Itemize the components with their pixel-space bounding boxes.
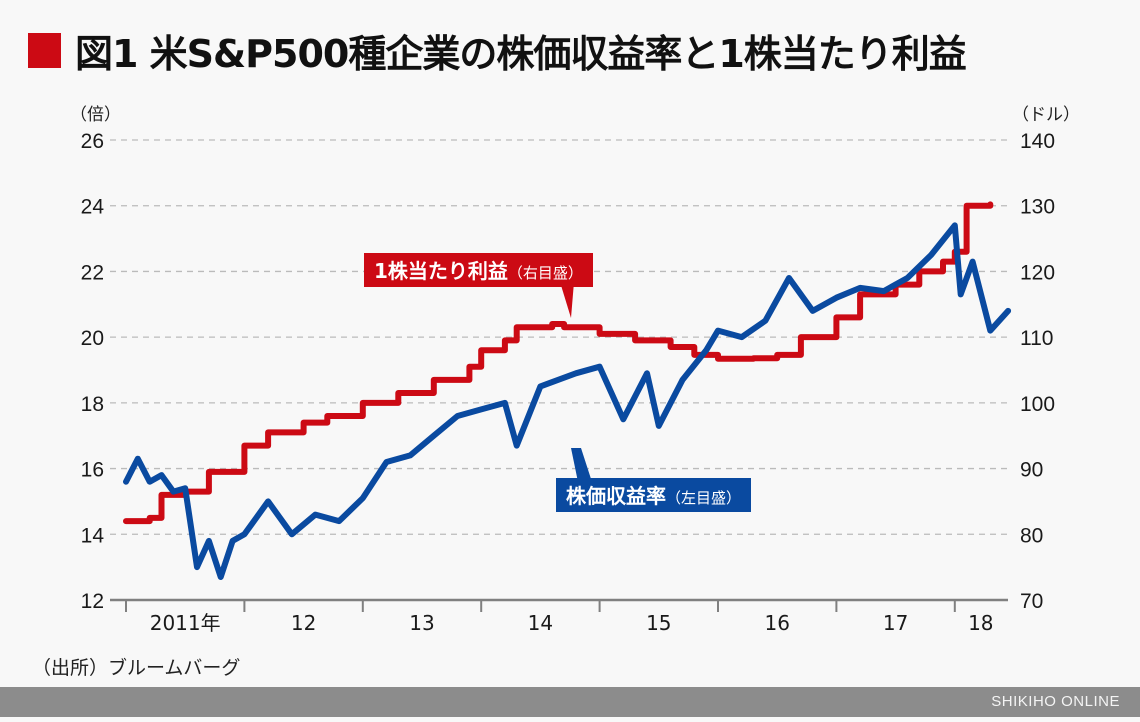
pe-legend-callout: 株価収益率（左目盛） — [556, 478, 752, 512]
left-tick-label: 18 — [81, 393, 104, 416]
x-tick-label: 13 — [409, 611, 434, 635]
pe-callout-label: 株価収益率 — [566, 484, 666, 508]
left-tick-label: 20 — [81, 327, 104, 350]
eps-legend-callout: 1株当たり利益（右目盛） — [364, 253, 593, 287]
right-tick-label: 140 — [1020, 130, 1055, 153]
right-tick-label: 90 — [1020, 459, 1043, 482]
x-tick-label: 2011年 — [150, 611, 221, 635]
x-tick-label: 17 — [883, 611, 908, 635]
title-marker-icon — [28, 32, 61, 68]
left-tick-label: 24 — [81, 196, 105, 219]
pe-callout-pointer — [571, 448, 592, 482]
left-axis: 26 24 22 20 18 16 14 12 — [81, 130, 105, 613]
x-tick-label: 12 — [291, 611, 316, 635]
footer-brand: SHIKIHO ONLINE — [991, 693, 1120, 710]
right-tick-label: 80 — [1020, 524, 1043, 547]
source-note: （出所）ブルームバーグ — [32, 657, 241, 679]
left-tick-label: 22 — [81, 261, 104, 284]
right-tick-label: 100 — [1020, 393, 1055, 416]
chart-title: 図1 米S&P500種企業の株価収益率と1株当たり利益 — [28, 22, 967, 78]
left-tick-label: 16 — [81, 459, 104, 482]
right-axis-unit: （ドル） — [1012, 105, 1080, 125]
right-tick-label: 110 — [1020, 327, 1053, 350]
pe-series-line — [123, 222, 1012, 580]
right-tick-label: 130 — [1020, 196, 1055, 219]
eps-series-line — [123, 201, 994, 525]
x-tick-label: 18 — [968, 611, 993, 635]
left-tick-label: 12 — [81, 590, 104, 613]
footer-bar: SHIKIHO ONLINE — [0, 687, 1140, 717]
right-axis: 140 130 120 110 100 90 80 70 — [1020, 130, 1055, 613]
x-tick-label: 14 — [528, 611, 553, 635]
left-tick-label: 14 — [81, 524, 105, 547]
eps-callout-label: 1株当たり利益 — [374, 259, 508, 283]
title-text: 図1 米S&P500種企業の株価収益率と1株当たり利益 — [75, 31, 967, 76]
right-tick-label: 120 — [1020, 261, 1055, 284]
x-tick-label: 16 — [764, 611, 789, 635]
gridlines — [110, 139, 1008, 535]
eps-callout-note: （右目盛） — [507, 264, 583, 282]
right-tick-label: 70 — [1020, 590, 1043, 613]
x-tick-label: 15 — [646, 611, 671, 635]
left-tick-label: 26 — [81, 130, 104, 153]
left-axis-unit: （倍） — [70, 105, 121, 125]
eps-callout-pointer — [560, 282, 574, 318]
pe-callout-note: （左目盛） — [666, 489, 742, 507]
x-axis: 2011年 12 13 14 15 16 17 18 — [110, 598, 1008, 635]
